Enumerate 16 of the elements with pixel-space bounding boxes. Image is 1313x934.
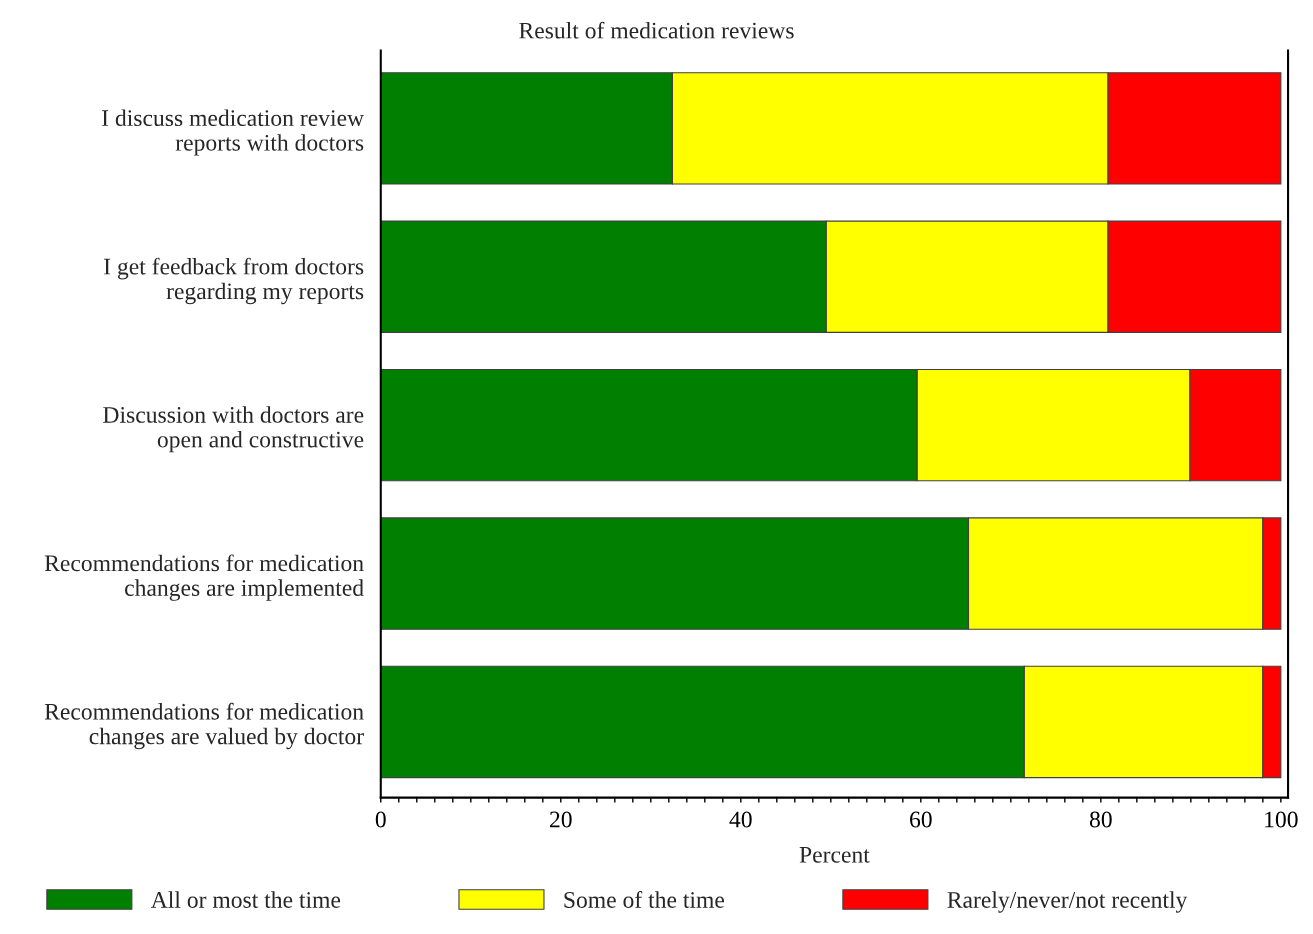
chart-title: Result of medication reviews [519,21,794,39]
y-tick-label: I get feedback from doctors regarding my reports [104,257,364,305]
x-tick-label: 100 [1265,811,1298,828]
x-tick-label: 80 [1089,811,1112,828]
legend-label: Some of the time [564,891,725,908]
legend-label: All or most the time [150,891,341,908]
x-axis-title: Percent [799,847,870,863]
y-tick-label: I discuss medication review reports with doctors [102,109,364,156]
x-tick-label: 20 [550,811,572,828]
y-tick-label: Recommendations for medication changes are implemented [44,554,364,601]
y-tick-label: Discussion with doctors are open and constructive [103,406,364,453]
x-tick-label: 60 [910,811,932,828]
x-tick-label: 40 [729,811,752,828]
x-tick-label: 0 [375,811,386,828]
legend-label: Rarely/never/not recently [947,891,1188,913]
y-tick-label: Recommendations for medication changes are valued by doctor [44,702,364,750]
